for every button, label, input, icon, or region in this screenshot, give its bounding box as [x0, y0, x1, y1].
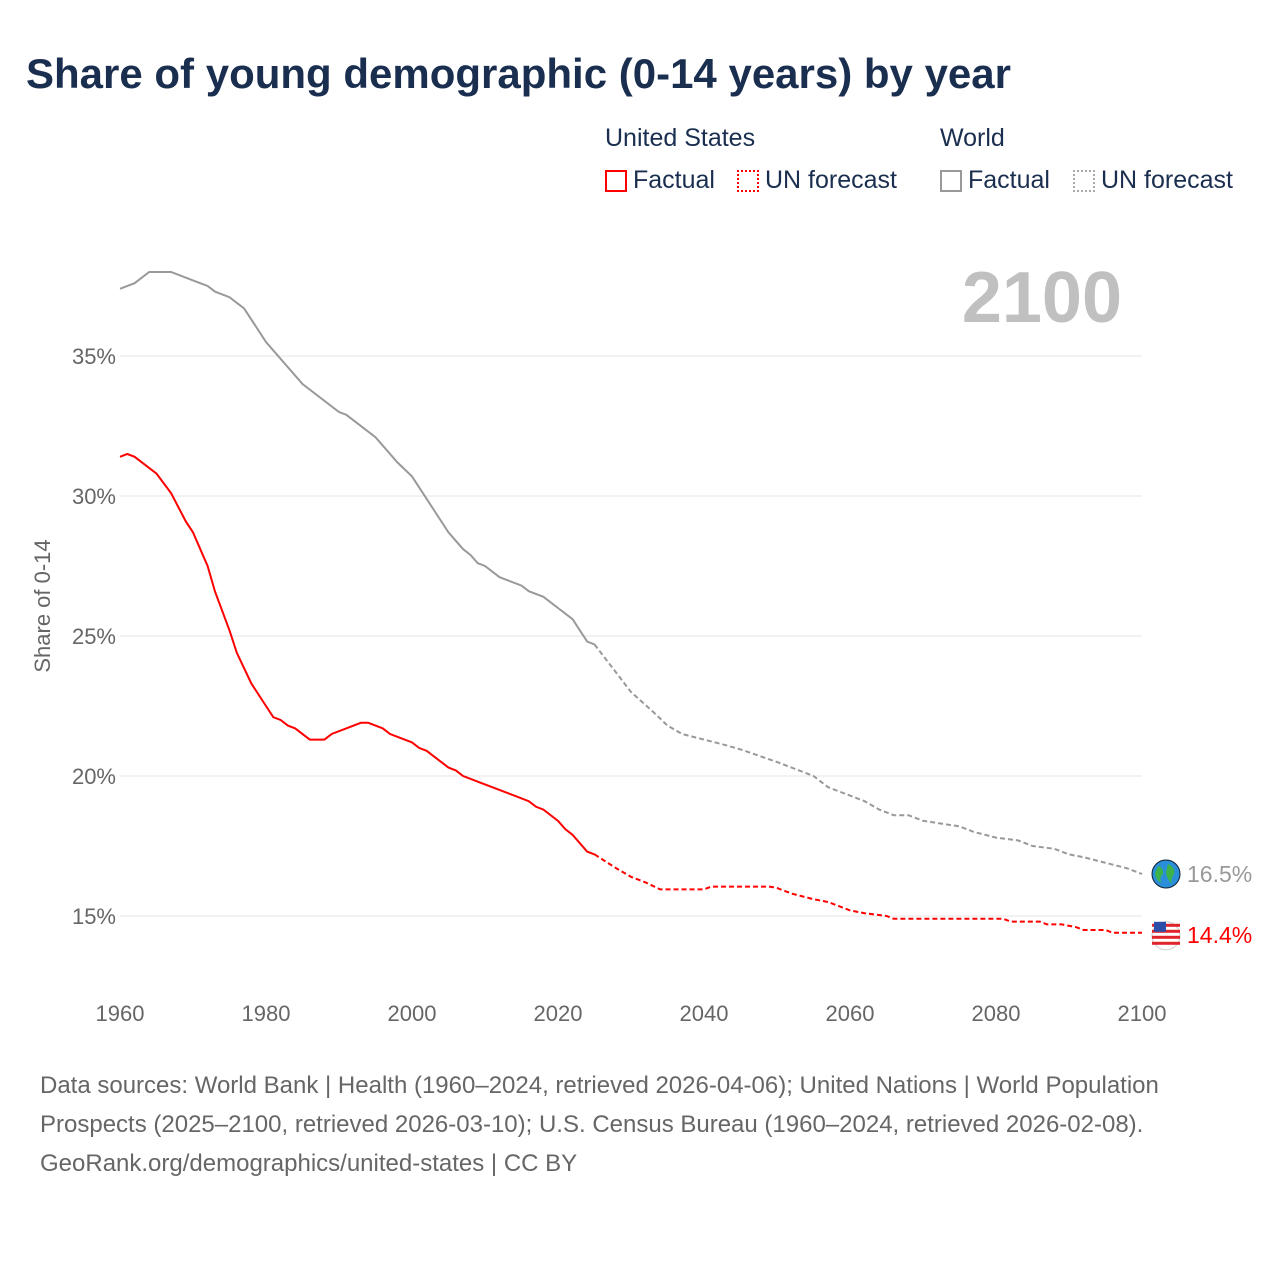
- x-tick-label: 2000: [388, 1001, 437, 1026]
- legend-swatch-world-factual: [940, 169, 962, 192]
- legend-us-forecast[interactable]: UN forecast: [737, 166, 897, 195]
- legend-world-forecast[interactable]: UN forecast: [1073, 166, 1233, 195]
- legend-swatch-us-forecast: [737, 169, 759, 192]
- x-tick-label: 2080: [972, 1001, 1021, 1026]
- data-sources: Data sources: World Bank | Health (1960–…: [40, 1072, 1159, 1138]
- y-tick-label: 25%: [72, 624, 116, 649]
- legend-label: Factual: [968, 166, 1050, 194]
- year-watermark: 2100: [962, 258, 1122, 338]
- world-factual-line: [119, 271, 595, 646]
- world-forecast-line: [593, 643, 1143, 875]
- us-end-label: 14.4%: [1187, 922, 1252, 948]
- globe-land-icon: [1155, 864, 1175, 884]
- legend-world-factual[interactable]: Factual: [940, 166, 1050, 195]
- legend-us-factual[interactable]: Factual: [605, 166, 715, 195]
- legend-label: UN forecast: [765, 166, 897, 194]
- x-tick-label: 2020: [534, 1001, 583, 1026]
- legend-group-world: World: [940, 124, 1005, 152]
- x-tick-label: 2100: [1118, 1001, 1167, 1026]
- flag-canton: [1154, 921, 1166, 932]
- credit-link[interactable]: GeoRank.org/demographics/united-states |…: [40, 1150, 578, 1177]
- flag-stripe: [1152, 935, 1180, 939]
- y-tick-label: 30%: [72, 484, 116, 509]
- chart-title: Share of young demographic (0-14 years) …: [26, 50, 1011, 97]
- us-factual-line: [119, 452, 595, 856]
- y-tick-label: 35%: [72, 344, 116, 369]
- x-tick-label: 2040: [680, 1001, 729, 1026]
- x-tick-label: 2060: [826, 1001, 875, 1026]
- y-tick-label: 15%: [72, 904, 116, 929]
- x-tick-label: 1960: [96, 1001, 145, 1026]
- footer: Data sources: World Bank | Health (1960–…: [40, 1066, 1220, 1183]
- x-tick-label: 1980: [242, 1001, 291, 1026]
- legend-label: Factual: [633, 166, 715, 194]
- us-forecast-line: [593, 853, 1142, 934]
- flag-stripe: [1152, 941, 1180, 945]
- legend-group-us: United States: [605, 124, 756, 152]
- legend-swatch-world-forecast: [1073, 169, 1095, 192]
- legend-label: UN forecast: [1101, 166, 1233, 194]
- legend-swatch-us-factual: [605, 169, 627, 192]
- y-tick-label: 20%: [72, 764, 116, 789]
- world-end-label: 16.5%: [1187, 861, 1252, 887]
